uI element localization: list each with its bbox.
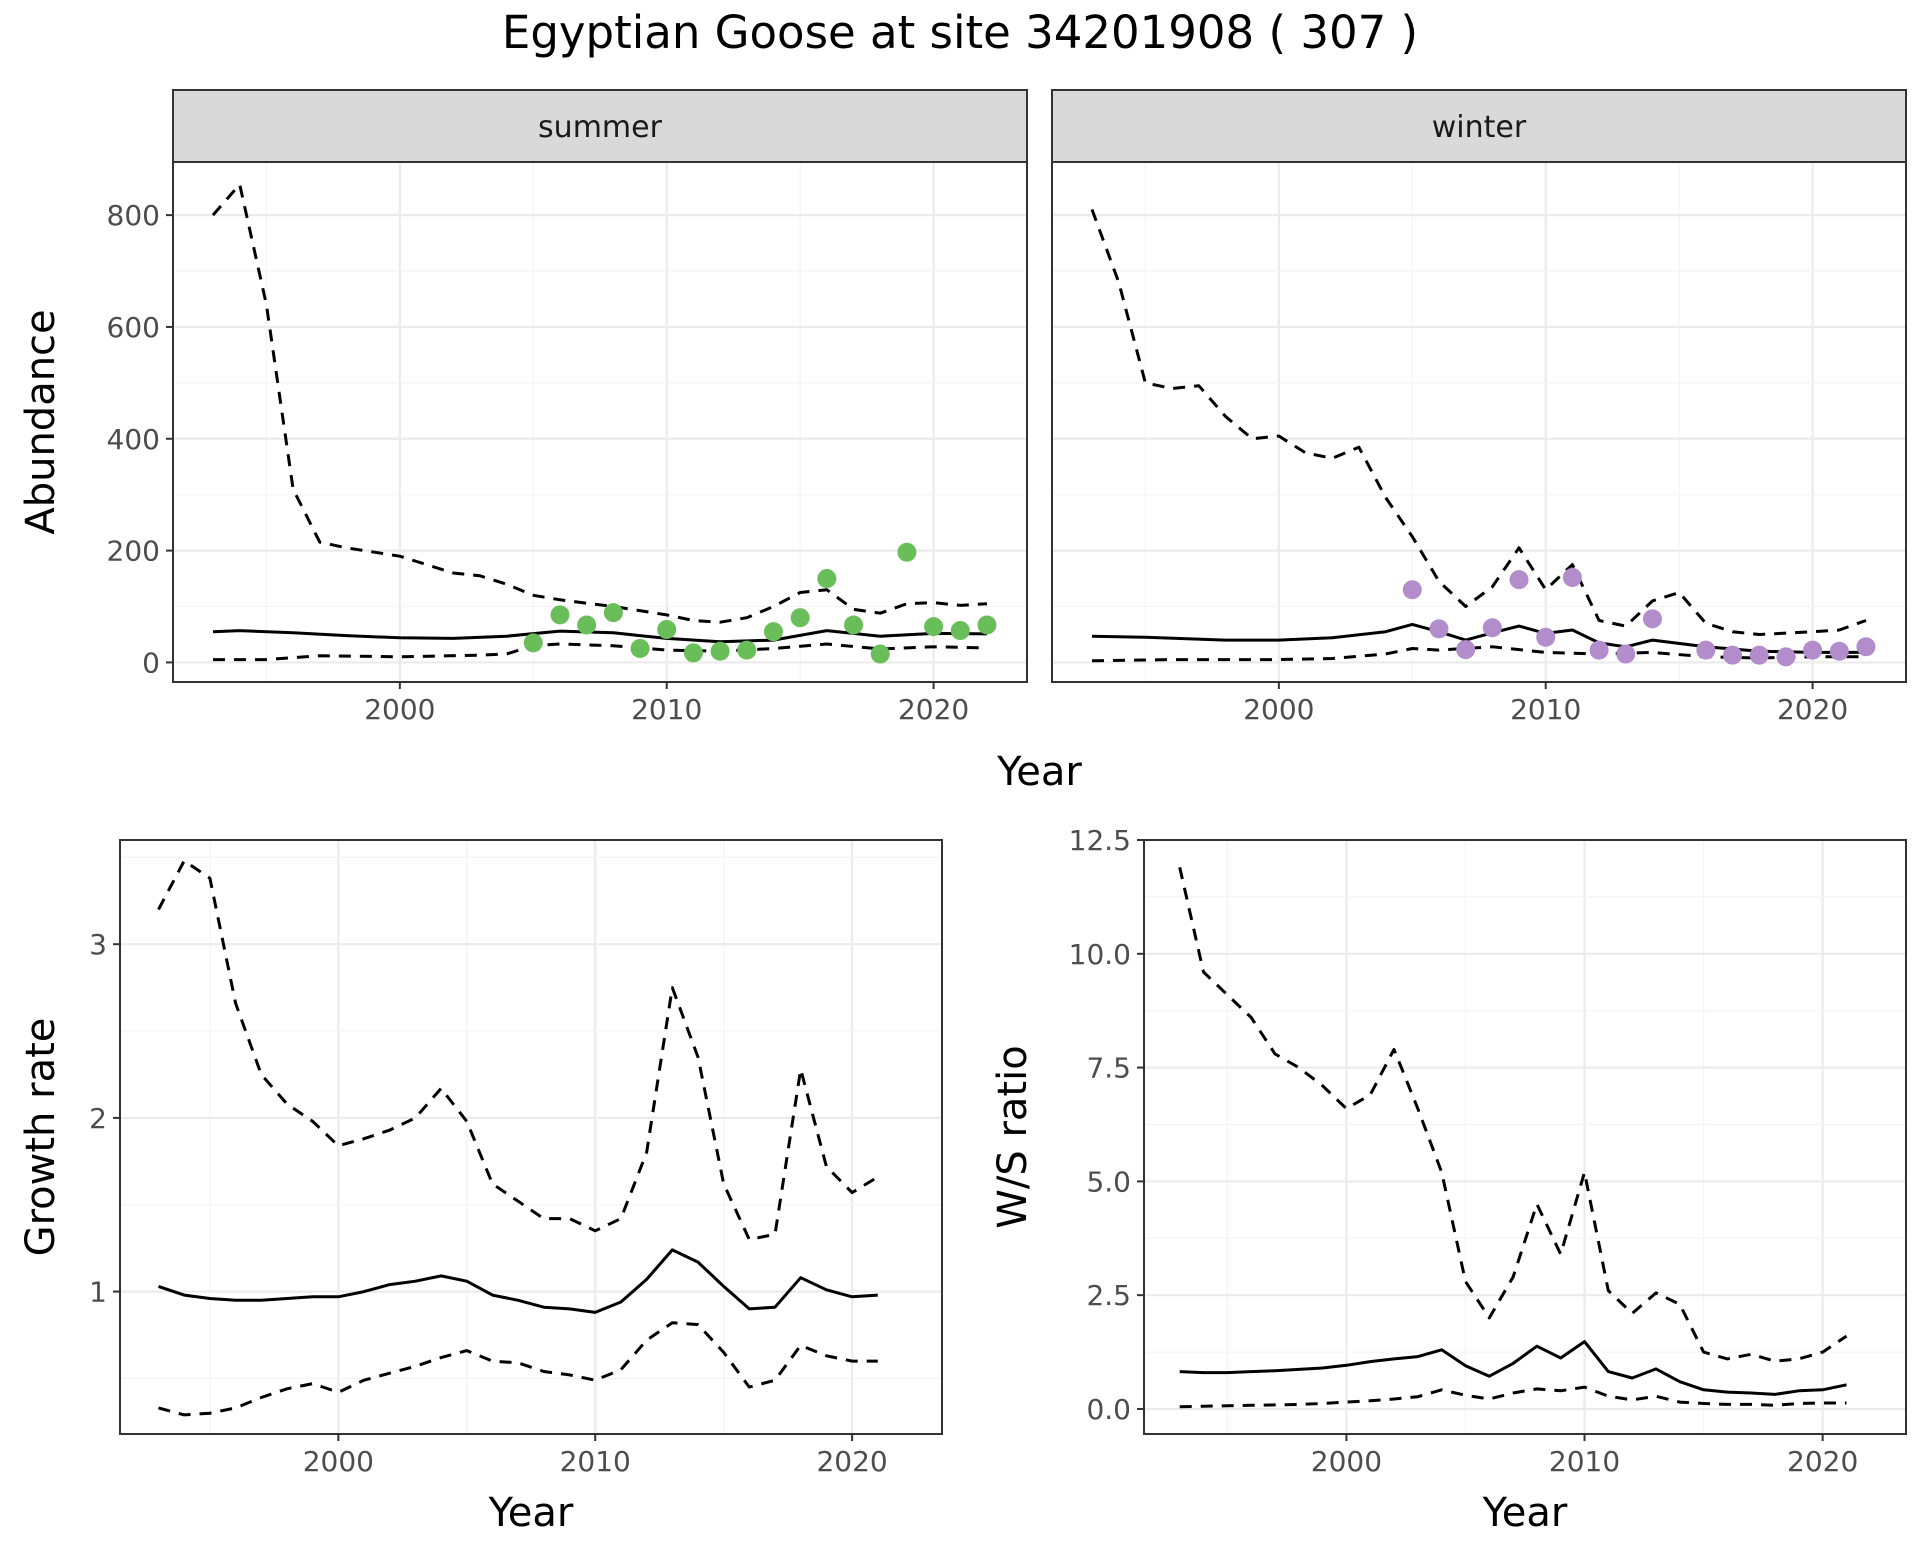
data-point: [1616, 644, 1636, 664]
x-tick-label: 2020: [816, 1445, 887, 1478]
data-point: [1642, 609, 1662, 629]
dashed-line-1: [1178, 866, 1848, 1363]
x-tick-label: 2000: [1243, 693, 1314, 726]
x-axis-title-shared: Year: [996, 749, 1082, 795]
data-point: [897, 542, 917, 562]
y-tick-label: 600: [107, 311, 160, 344]
data-point: [1536, 627, 1556, 647]
data-point: [817, 569, 837, 589]
panel-border: [1143, 839, 1907, 1435]
y-tick-label: 12.5: [1069, 824, 1131, 857]
data-point: [1723, 645, 1743, 665]
y-tick-label: 0: [142, 646, 160, 679]
data-point: [577, 615, 597, 635]
data-point: [1456, 640, 1476, 660]
data-point: [523, 633, 543, 653]
y-axis-title: Growth rate: [18, 1018, 64, 1257]
data-point: [1562, 567, 1582, 587]
y-tick-label: 5.0: [1086, 1165, 1131, 1198]
data-point: [1482, 618, 1502, 638]
solid-line-0: [1179, 1340, 1847, 1396]
data-point: [1696, 640, 1716, 660]
data-point: [1803, 640, 1823, 660]
strip-label: winter: [1432, 110, 1527, 145]
y-tick-label: 400: [107, 423, 160, 456]
data-point: [630, 638, 650, 658]
strip-summer: [172, 89, 1028, 163]
y-tick-label: 1: [89, 1276, 107, 1309]
y-tick-label: 7.5: [1086, 1052, 1131, 1085]
solid-line-0: [158, 1248, 878, 1314]
panel-background: [1052, 162, 1906, 682]
data-point: [950, 621, 970, 641]
x-tick-label: 2010: [631, 693, 702, 726]
y-axis-title: W/S ratio: [990, 1045, 1036, 1228]
data-point: [977, 615, 997, 635]
data-point: [710, 641, 730, 661]
data-point: [1589, 640, 1609, 660]
solid-line-0: [1091, 622, 1866, 654]
x-tick-label: 2010: [560, 1445, 631, 1478]
data-point: [603, 603, 623, 623]
x-tick-label: 2020: [1777, 693, 1848, 726]
y-tick-label: 10.0: [1069, 938, 1131, 971]
data-point: [657, 619, 677, 639]
x-tick-label: 2000: [364, 693, 435, 726]
data-point: [1402, 580, 1422, 600]
x-axis-title: Year: [1482, 1490, 1568, 1536]
dashed-line-1: [211, 182, 988, 624]
plots-layer: summer 2000 2010 2020 0 200 400 600 800 Abundance…: [18, 89, 1907, 1536]
data-point: [1429, 619, 1449, 639]
x-tick-label: 2010: [1510, 693, 1581, 726]
data-point: [1749, 645, 1769, 665]
strip-label: summer: [538, 110, 663, 145]
panel-summer: summer 2000 2010 2020 0 200 400 600 800 Abundance: [18, 89, 1028, 726]
y-axis-title: Abundance: [18, 309, 64, 534]
panel-growth: 2000 2010 2020 1 2 3 Growth rate Year: [18, 839, 943, 1536]
panel-background: [120, 840, 942, 1434]
panel-background: [173, 162, 1027, 682]
panel-border: [119, 839, 943, 1435]
dashed-line-2: [1179, 1385, 1847, 1409]
dashed-line-1: [157, 859, 879, 1241]
data-point: [550, 605, 570, 625]
data-point: [870, 644, 890, 664]
y-tick-label: 200: [107, 535, 160, 568]
data-point: [1509, 570, 1529, 590]
strip-winter: [1051, 89, 1907, 163]
data-point: [1856, 637, 1876, 657]
x-tick-label: 2020: [898, 693, 969, 726]
data-point: [683, 643, 703, 663]
x-tick-label: 2010: [1549, 1445, 1620, 1478]
x-axis-title: Year: [488, 1490, 574, 1536]
data-point: [790, 608, 810, 628]
data-point: [844, 615, 864, 635]
x-tick-label: 2000: [1311, 1445, 1382, 1478]
y-tick-label: 800: [107, 199, 160, 232]
y-tick-label: 2.5: [1086, 1279, 1131, 1312]
panel-background: [1144, 840, 1906, 1434]
y-tick-label: 0.0: [1086, 1393, 1131, 1426]
dashed-line-2: [1091, 645, 1866, 663]
y-tick-label: 3: [89, 928, 107, 961]
panel-ratio: 2000 2010 2020 0.0 2.5 5.0 7.5 10.0 12.5 W/S rati…: [990, 824, 1907, 1536]
x-tick-label: 2000: [303, 1445, 374, 1478]
chart-title: Egyptian Goose at site 34201908 ( 307 ): [502, 6, 1418, 59]
dashed-line-1: [1090, 208, 1867, 636]
data-point: [924, 617, 944, 637]
data-point: [1776, 647, 1796, 667]
panel-winter: winter 2000 2010 2020: [1051, 89, 1907, 726]
data-point: [763, 622, 783, 642]
x-tick-label: 2020: [1787, 1445, 1858, 1478]
data-point: [1829, 641, 1849, 661]
y-tick-label: 2: [89, 1102, 107, 1135]
data-point: [737, 640, 757, 660]
